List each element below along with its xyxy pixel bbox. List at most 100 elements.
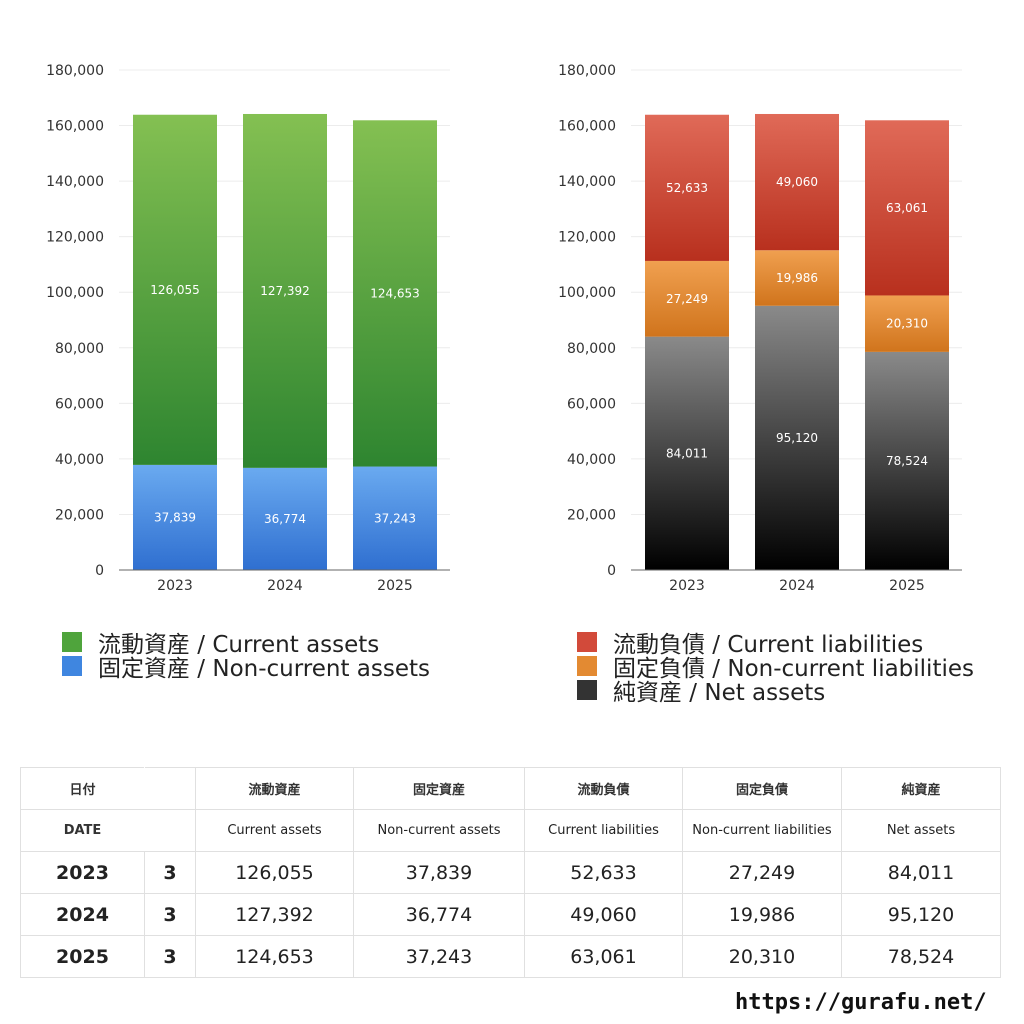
y-tick-label: 20,000 [567,507,616,523]
bar-current-liabilities-2023 [645,114,729,261]
y-tick-label: 100,000 [558,285,616,301]
y-tick-label: 140,000 [46,174,104,190]
data-label: 127,392 [260,284,310,298]
legend-label: 固定負債 / Non-current liabilities [613,656,974,682]
x-tick-label: 2025 [377,578,413,594]
legend-label: 流動負債 / Current liabilities [613,632,924,658]
data-label: 78,524 [886,454,928,468]
bar-current-liabilities-2024 [755,113,839,251]
bar-non-current-liabilities-2025 [865,295,949,352]
table-row: 2025 3 124,653 37,243 63,061 20,310 78,5… [20,935,1001,978]
cell-non-current-assets: 37,243 [353,935,525,978]
header-current-assets-jp: 流動資産 [195,767,354,810]
liabilities-chart: 0 20,000 40,000 60,000 80,000 100,000 120,000 1… [558,63,962,594]
bar-net-assets-2024 [755,305,839,570]
table-row: 2023 3 126,055 37,839 52,633 27,249 84,0… [20,851,1001,894]
legend-item-non-current-assets: 固定資産 / Non-current assets [62,654,430,682]
legend-swatch [62,656,82,676]
legend-item-non-current-liabilities: 固定負債 / Non-current liabilities [577,654,974,682]
legend-swatch [577,680,597,700]
cell-current-liabilities: 63,061 [524,935,683,978]
y-tick-label: 40,000 [55,452,104,468]
x-tick-label: 2024 [267,578,303,594]
data-label: 124,653 [370,286,420,300]
header-date-en: DATE [20,809,145,852]
y-tick-label: 180,000 [46,63,104,79]
legend-label: 固定資産 / Non-current assets [98,656,431,682]
site-url-link[interactable]: https://gurafu.net/ [735,990,987,1015]
data-label: 52,633 [666,181,708,195]
legend-label: 純資産 / Net assets [613,680,826,706]
balance-sheet-table: 日付 流動資産 固定資産 流動負債 固定負債 純資産 DATE Current … [20,767,1001,978]
y-tick-label: 60,000 [55,396,104,412]
table-row: 2024 3 127,392 36,774 49,060 19,986 95,1… [20,893,1001,936]
y-tick-label: 120,000 [558,230,616,246]
row-year: 2023 [20,851,145,894]
bar-net-assets-2023 [645,336,729,570]
data-label: 27,249 [666,292,708,306]
header-net-assets-jp: 純資産 [841,767,1001,810]
x-tick-label: 2023 [669,578,705,594]
cell-net-assets: 95,120 [841,893,1001,936]
cell-non-current-liabilities: 20,310 [682,935,842,978]
cell-non-current-liabilities: 19,986 [682,893,842,936]
y-tick-label: 100,000 [46,285,104,301]
cell-net-assets: 78,524 [841,935,1001,978]
data-label: 36,774 [264,512,306,526]
legend-swatch [577,656,597,676]
row-year: 2025 [20,935,145,978]
header-current-assets-en: Current assets [195,809,354,852]
header-net-assets-en: Net assets [841,809,1001,852]
header-spacer [144,809,196,852]
header-non-current-assets-en: Non-current assets [353,809,525,852]
bar-current-assets-2025 [353,120,437,467]
y-tick-label: 160,000 [46,119,104,135]
assets-chart: 0 20,000 40,000 60,000 80,000 100,000 120,000 1… [46,63,450,594]
header-current-liabilities-jp: 流動負債 [524,767,683,810]
data-label: 37,243 [374,511,416,525]
bar-net-assets-2025 [865,351,949,570]
bar-current-assets-2024 [243,113,327,468]
row-month: 3 [144,851,196,894]
header-spacer [144,767,196,810]
legend-item-net-assets: 純資産 / Net assets [577,678,974,706]
y-tick-label: 20,000 [55,507,104,523]
data-label: 126,055 [150,283,200,297]
header-non-current-liabilities-en: Non-current liabilities [682,809,842,852]
liabilities-legend: 流動負債 / Current liabilities 固定負債 / Non-cu… [577,630,974,706]
y-tick-label: 0 [95,563,104,579]
bar-non-current-assets-2025 [353,466,437,570]
cell-non-current-liabilities: 27,249 [682,851,842,894]
y-tick-label: 80,000 [55,341,104,357]
data-label: 95,120 [776,431,818,445]
legend-label: 流動資産 / Current assets [98,632,380,658]
legend-swatch [62,632,82,652]
cell-non-current-assets: 36,774 [353,893,525,936]
cell-current-assets: 126,055 [195,851,354,894]
y-tick-label: 40,000 [567,452,616,468]
cell-current-liabilities: 52,633 [524,851,683,894]
y-tick-label: 60,000 [567,396,616,412]
data-label: 84,011 [666,446,708,460]
table-header-en: DATE Current assets Non-current assets C… [20,809,1001,852]
x-tick-label: 2025 [889,578,925,594]
cell-net-assets: 84,011 [841,851,1001,894]
data-label: 20,310 [886,317,928,331]
y-tick-label: 80,000 [567,341,616,357]
cell-current-assets: 127,392 [195,893,354,936]
legend-swatch [577,632,597,652]
table-header-jp: 日付 流動資産 固定資産 流動負債 固定負債 純資産 [20,767,1001,810]
bar-current-assets-2023 [133,114,217,465]
row-year: 2024 [20,893,145,936]
x-tick-label: 2023 [157,578,193,594]
y-tick-label: 120,000 [46,230,104,246]
cell-non-current-assets: 37,839 [353,851,525,894]
row-month: 3 [144,893,196,936]
assets-legend: 流動資産 / Current assets 固定資産 / Non-current… [62,630,430,682]
bar-non-current-liabilities-2023 [645,260,729,337]
y-tick-label: 160,000 [558,119,616,135]
data-label: 19,986 [776,271,818,285]
bar-non-current-assets-2024 [243,467,327,570]
row-month: 3 [144,935,196,978]
data-label: 37,839 [154,510,196,524]
